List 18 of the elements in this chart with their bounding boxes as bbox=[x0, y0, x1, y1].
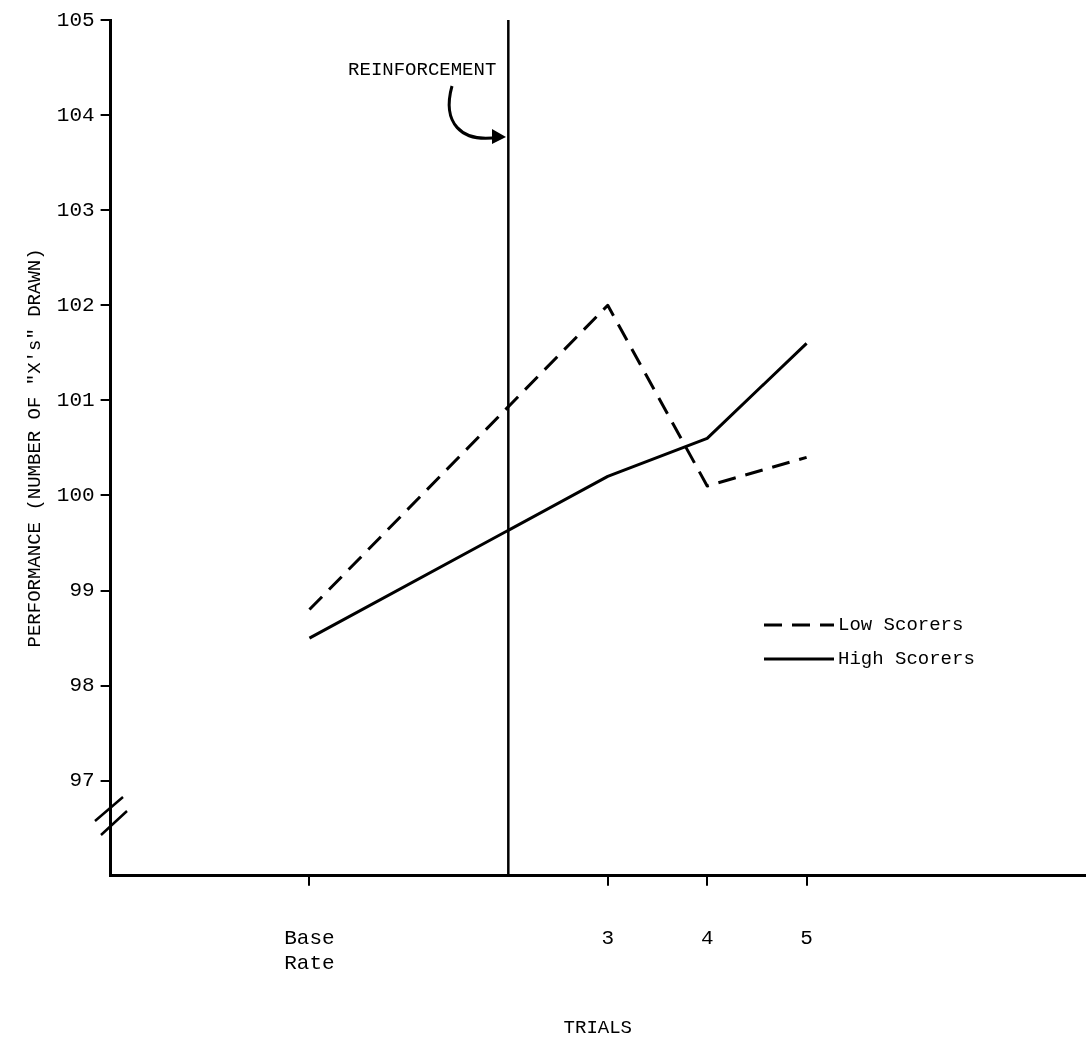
ref-line-label: REINFORCEMENT bbox=[348, 59, 497, 81]
x-tick-label: 3 bbox=[601, 926, 615, 950]
x-tick-label: 5 bbox=[800, 926, 813, 950]
legend-label: High Scorers bbox=[838, 647, 975, 670]
x-tick-label: 4 bbox=[700, 926, 714, 950]
y-tick-label: 102 bbox=[56, 293, 95, 317]
y-tick-label: 100 bbox=[56, 484, 95, 508]
y-tick-label: 98 bbox=[69, 674, 95, 698]
y-axis-title: PERFORMANCE (NUMBER OF "X's" DRAWN) bbox=[24, 248, 47, 648]
y-tick-label: 104 bbox=[56, 103, 95, 127]
y-tick-label: 103 bbox=[56, 198, 95, 222]
y-tick-label: 99 bbox=[69, 579, 95, 603]
y-tick-label: 101 bbox=[56, 388, 95, 412]
x-axis-title: TRIALS bbox=[563, 1016, 633, 1039]
x-tick-label: Base Rate bbox=[284, 926, 335, 976]
legend-label: Low Scorers bbox=[838, 613, 964, 636]
y-tick-label: 105 bbox=[56, 8, 95, 32]
y-tick-label: 97 bbox=[69, 769, 95, 793]
